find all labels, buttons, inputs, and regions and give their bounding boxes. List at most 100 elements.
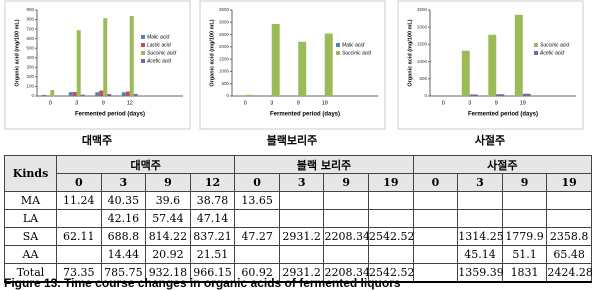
bar bbox=[81, 95, 85, 96]
legend-label: Malic acid bbox=[342, 42, 364, 48]
x-tick-label: 3 bbox=[75, 100, 78, 106]
y-tick-label: 600 bbox=[26, 36, 34, 41]
y-tick-label: 2000 bbox=[219, 44, 230, 49]
cell: 2931.2 bbox=[279, 228, 324, 246]
cell: 1779.9 bbox=[502, 228, 547, 246]
bar bbox=[50, 90, 54, 96]
cell bbox=[324, 210, 369, 228]
bar bbox=[272, 24, 280, 96]
header-period: 0 bbox=[235, 174, 280, 192]
cell bbox=[279, 210, 324, 228]
legend-swatch bbox=[141, 51, 145, 55]
legend-swatch bbox=[336, 51, 340, 55]
y-axis-label: Organic acid (mg/100 mL) bbox=[14, 19, 20, 86]
cell bbox=[279, 246, 324, 264]
bar bbox=[69, 92, 73, 96]
bar bbox=[73, 92, 77, 96]
y-tick-label: 500 bbox=[419, 76, 427, 81]
x-tick-label: 3 bbox=[468, 100, 471, 106]
x-axis-label: Fermented period (days) bbox=[270, 112, 340, 118]
cell: 40.35 bbox=[101, 192, 146, 210]
header-period: 12 bbox=[190, 174, 235, 192]
x-tick-label: 0 bbox=[442, 100, 445, 106]
bar bbox=[470, 94, 478, 96]
cell bbox=[458, 192, 503, 210]
cell bbox=[57, 246, 102, 264]
cell: 57.44 bbox=[146, 210, 191, 228]
cell: 1359.39 bbox=[458, 264, 503, 283]
cell bbox=[502, 210, 547, 228]
cell: 47.27 bbox=[235, 228, 280, 246]
cell: 62.11 bbox=[57, 228, 102, 246]
header-period: 3 bbox=[279, 174, 324, 192]
y-tick-label: 3000 bbox=[219, 19, 230, 24]
legend-swatch bbox=[141, 35, 145, 39]
chart-title: 블랙보리주 bbox=[267, 133, 318, 147]
y-tick-label: 2500 bbox=[417, 7, 428, 12]
chart-title: 사절주 bbox=[475, 133, 505, 147]
x-tick-label: 3 bbox=[270, 100, 273, 106]
y-tick-label: 0 bbox=[31, 93, 34, 98]
chart-title: 대맥주 bbox=[82, 133, 112, 147]
legend-swatch bbox=[141, 59, 145, 63]
header-period: 9 bbox=[146, 174, 191, 192]
cell: 39.6 bbox=[146, 192, 191, 210]
cell bbox=[547, 192, 592, 210]
cell bbox=[458, 210, 503, 228]
y-axis-label: Organic acid (mg/100 mL) bbox=[209, 19, 215, 86]
cell bbox=[324, 192, 369, 210]
row-label: LA bbox=[5, 210, 57, 228]
x-axis-label: Fermented period (days) bbox=[468, 112, 538, 118]
cell: 2358.8 bbox=[547, 228, 592, 246]
legend-swatch bbox=[141, 43, 145, 47]
cell bbox=[413, 246, 458, 264]
bar bbox=[298, 42, 306, 96]
y-tick-label: 500 bbox=[26, 45, 34, 50]
cell bbox=[413, 192, 458, 210]
y-tick-label: 800 bbox=[26, 17, 34, 22]
legend-label: Succinic acid bbox=[540, 42, 569, 48]
cell bbox=[502, 192, 547, 210]
x-tick-label: 19 bbox=[520, 100, 526, 106]
y-tick-label: 100 bbox=[26, 84, 34, 89]
bar bbox=[99, 91, 103, 96]
cell: 1314.25 bbox=[458, 228, 503, 246]
cell bbox=[235, 210, 280, 228]
x-tick-label: 0 bbox=[244, 100, 247, 106]
cell: 38.78 bbox=[190, 192, 235, 210]
legend-label: Succinic acid bbox=[342, 50, 371, 56]
cell: 14.44 bbox=[101, 246, 146, 264]
cell bbox=[369, 246, 414, 264]
cell bbox=[324, 246, 369, 264]
bar bbox=[95, 92, 99, 96]
legend-label: Acetic acid bbox=[539, 50, 564, 56]
legend-label: Acetic acid bbox=[146, 58, 171, 64]
row-label: SA bbox=[5, 228, 57, 246]
header-period: 9 bbox=[324, 174, 369, 192]
bar bbox=[42, 95, 46, 96]
legend-label: Lactic acid bbox=[147, 42, 171, 48]
cell bbox=[413, 228, 458, 246]
header-period: 0 bbox=[413, 174, 458, 192]
y-tick-label: 2000 bbox=[417, 24, 428, 29]
bar bbox=[488, 35, 496, 96]
cell: 2424.28 bbox=[547, 264, 592, 283]
cell bbox=[547, 210, 592, 228]
bar bbox=[126, 91, 130, 96]
cell bbox=[57, 210, 102, 228]
y-tick-label: 0 bbox=[424, 93, 427, 98]
y-tick-label: 500 bbox=[221, 81, 229, 86]
bar bbox=[107, 94, 111, 96]
x-tick-label: 12 bbox=[127, 100, 133, 106]
header-group: 사절주 bbox=[413, 156, 591, 174]
header-period: 0 bbox=[57, 174, 102, 192]
y-tick-label: 300 bbox=[26, 65, 34, 70]
cell bbox=[413, 264, 458, 283]
bar bbox=[462, 51, 470, 96]
cell: 837.21 bbox=[190, 228, 235, 246]
